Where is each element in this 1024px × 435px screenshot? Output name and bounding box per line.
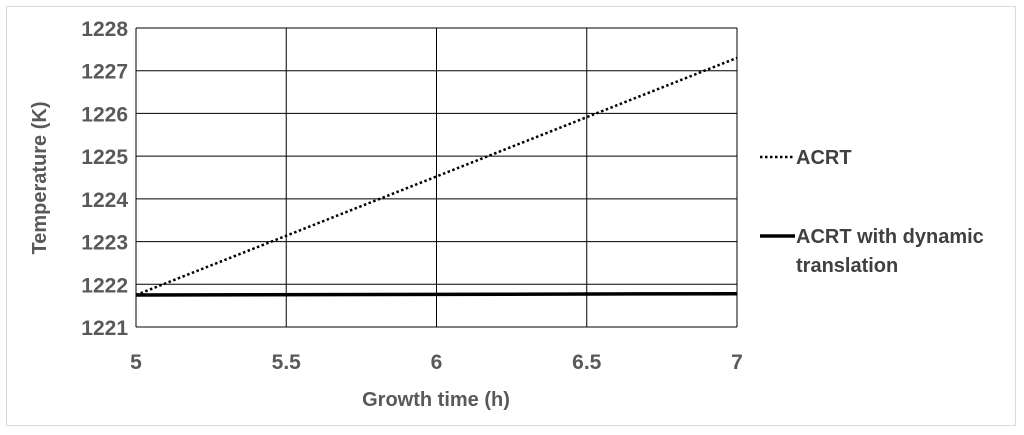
legend-label-1: ACRT bbox=[796, 147, 852, 169]
x-tick-label: 7 bbox=[731, 351, 743, 374]
y-tick-labels: 1221 1222 1223 1224 1225 1226 1227 1228 bbox=[81, 18, 128, 340]
legend-label-2: ACRT with dynamic translation bbox=[796, 226, 984, 277]
y-tick-label: 1226 bbox=[81, 103, 128, 126]
x-tick-label: 6 bbox=[431, 351, 443, 374]
x-tick-label: 5 bbox=[130, 351, 142, 374]
x-tick-label: 5.5 bbox=[272, 351, 302, 374]
y-tick-label: 1224 bbox=[81, 189, 128, 212]
y-tick-label: 1225 bbox=[81, 146, 128, 169]
x-tick-label: 6.5 bbox=[572, 351, 602, 374]
y-tick-label: 1228 bbox=[81, 18, 128, 41]
x-axis-title: Growth time (h) bbox=[362, 389, 510, 411]
y-tick-label: 1227 bbox=[81, 61, 128, 84]
y-axis-title: Temperature (K) bbox=[29, 102, 51, 255]
y-tick-label: 1223 bbox=[81, 232, 128, 255]
y-tick-label: 1221 bbox=[81, 317, 128, 340]
series-lines bbox=[135, 56, 738, 297]
x-tick-labels: 5 5.5 6 6.5 7 bbox=[130, 351, 743, 374]
y-tick-label: 1222 bbox=[81, 274, 128, 297]
legend: ACRT ACRT with dynamic translation bbox=[760, 147, 984, 277]
chart-frame bbox=[6, 6, 1016, 426]
grid-lines bbox=[135, 27, 738, 328]
series-line-2 bbox=[135, 291, 738, 297]
